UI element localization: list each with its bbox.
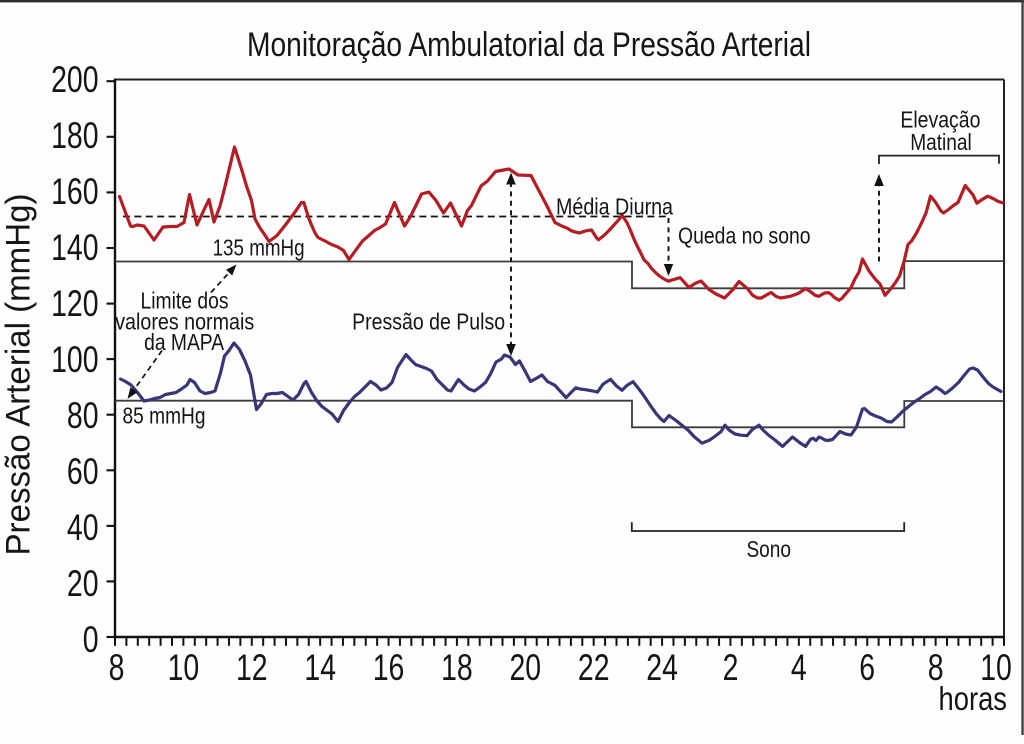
svg-text:Sono: Sono (746, 536, 791, 562)
svg-text:Queda no sono: Queda no sono (678, 223, 811, 249)
svg-text:6: 6 (859, 647, 875, 688)
svg-text:Média Diurna: Média Diurna (556, 194, 673, 220)
svg-text:200: 200 (51, 59, 98, 100)
svg-text:Pressão Arterial (mmHg): Pressão Arterial (mmHg) (0, 194, 38, 556)
svg-text:Limite dos: Limite dos (141, 288, 229, 314)
svg-text:4: 4 (791, 647, 807, 688)
svg-text:85 mmHg: 85 mmHg (123, 402, 206, 428)
svg-text:valores normais: valores normais (115, 309, 254, 335)
svg-text:80: 80 (67, 395, 99, 436)
svg-text:10: 10 (980, 647, 1012, 688)
svg-text:140: 140 (51, 227, 98, 268)
svg-text:18: 18 (441, 647, 473, 688)
svg-text:40: 40 (67, 507, 99, 548)
svg-text:da MAPA: da MAPA (144, 329, 224, 355)
svg-text:120: 120 (51, 283, 98, 324)
svg-text:12: 12 (236, 647, 268, 688)
svg-text:Matinal: Matinal (910, 129, 972, 155)
svg-text:20: 20 (67, 563, 99, 604)
svg-text:8: 8 (928, 647, 944, 688)
svg-text:horas: horas (939, 680, 1008, 717)
svg-text:22: 22 (578, 647, 610, 688)
svg-text:10: 10 (168, 647, 200, 688)
svg-text:100: 100 (51, 339, 98, 380)
svg-text:14: 14 (304, 647, 336, 688)
svg-text:160: 160 (51, 171, 98, 212)
svg-text:Pressão de Pulso: Pressão de Pulso (352, 309, 505, 335)
svg-text:0: 0 (83, 619, 99, 660)
svg-text:24: 24 (646, 647, 678, 688)
svg-text:2: 2 (723, 647, 739, 688)
svg-text:135 mmHg: 135 mmHg (213, 235, 305, 261)
svg-text:8: 8 (109, 647, 125, 688)
svg-text:60: 60 (67, 451, 99, 492)
svg-text:Elevação: Elevação (900, 107, 980, 133)
svg-text:180: 180 (51, 115, 98, 156)
svg-text:Monitoração Ambulatorial da Pr: Monitoração Ambulatorial da Pressão Arte… (247, 26, 811, 64)
svg-text:20: 20 (510, 647, 542, 688)
svg-text:16: 16 (373, 647, 405, 688)
